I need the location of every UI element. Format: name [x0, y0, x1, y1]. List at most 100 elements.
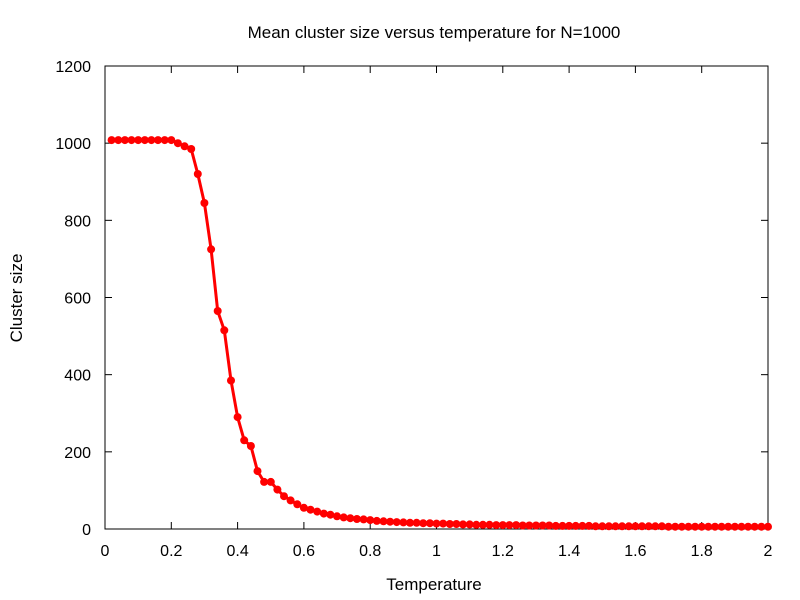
data-point: [452, 520, 461, 528]
data-point: [512, 521, 521, 530]
data-point: [280, 492, 288, 501]
data-point: [333, 512, 341, 521]
data-point: [571, 521, 580, 530]
data-point: [737, 522, 746, 531]
data-point: [478, 520, 487, 529]
data-point: [445, 520, 454, 528]
data-point: [664, 522, 673, 531]
data-point: [134, 136, 143, 145]
data-point: [525, 521, 534, 530]
data-point: [644, 522, 653, 531]
data-point: [591, 522, 600, 531]
y-tick-label: 600: [64, 291, 91, 308]
series-line: [111, 138, 768, 529]
data-point: [260, 477, 269, 486]
data-point: [114, 136, 123, 145]
y-axis-label: Cluster size: [7, 254, 26, 343]
data-point: [711, 522, 719, 531]
data-point: [585, 521, 593, 530]
data-point: [472, 520, 481, 529]
data-point: [293, 500, 302, 509]
data-point: [419, 519, 428, 528]
data-point: [299, 503, 308, 512]
data-point: [545, 521, 554, 530]
plot-frame: [104, 65, 769, 530]
data-point: [286, 496, 295, 505]
data-point: [485, 520, 494, 529]
data-point: [346, 514, 355, 523]
chart-title: Mean cluster size versus temperature for…: [248, 23, 621, 42]
x-tick-label: 0: [101, 543, 110, 560]
x-tick-label: 1: [432, 543, 441, 560]
data-point: [551, 521, 560, 530]
data-point: [366, 516, 375, 525]
data-point: [730, 522, 739, 531]
x-tick-label: 0.8: [359, 543, 381, 560]
data-point: [120, 136, 129, 145]
data-point: [604, 522, 613, 531]
data-point: [465, 520, 474, 529]
x-tick-label: 1.8: [691, 543, 713, 560]
data-point: [750, 522, 759, 531]
data-point: [651, 522, 660, 531]
data-point: [180, 142, 189, 151]
data-point: [432, 519, 441, 528]
data-point: [757, 522, 766, 531]
data-point: [233, 413, 242, 422]
data-point: [558, 521, 567, 530]
data-point: [565, 521, 574, 530]
x-tick-label: 1.4: [558, 543, 580, 560]
x-axis-label: Temperature: [386, 575, 481, 594]
data-point: [425, 519, 434, 528]
data-point: [173, 139, 182, 148]
data-point: [691, 522, 700, 531]
data-point: [406, 518, 414, 527]
y-axis: 0 200 400 600 800 1000 1200: [55, 59, 768, 539]
data-point: [246, 442, 255, 450]
data-point: [697, 522, 706, 531]
data-point: [200, 199, 209, 207]
data-point: [207, 245, 216, 254]
data-point: [744, 522, 753, 531]
data-point: [598, 522, 607, 531]
data-point: [684, 522, 693, 531]
y-tick-label: 1200: [55, 59, 91, 76]
x-tick-label: 1.6: [624, 543, 646, 560]
y-tick-label: 200: [64, 445, 91, 462]
data-point: [439, 519, 448, 528]
data-point: [764, 522, 772, 531]
data-point: [578, 521, 587, 530]
data-point: [319, 509, 328, 518]
data-point: [412, 518, 421, 527]
x-axis: 0 0.2 0.4 0.6 0.8 1 1.2 1.4 1.6 1.8 2: [101, 66, 773, 560]
data-point: [532, 521, 540, 530]
data-point: [618, 522, 627, 531]
data-point: [359, 515, 368, 524]
data-point: [704, 522, 713, 531]
x-tick-label: 0.4: [226, 543, 248, 560]
data-point: [107, 136, 116, 145]
data-point: [167, 136, 176, 145]
data-point: [717, 522, 726, 531]
data-point: [631, 522, 640, 531]
data-point: [227, 376, 235, 385]
y-tick-label: 0: [82, 522, 91, 539]
data-point: [193, 170, 202, 178]
data-point: [306, 505, 315, 514]
x-tick-label: 2: [764, 543, 773, 560]
data-point: [240, 436, 249, 445]
data-point: [624, 522, 633, 531]
data-point: [538, 521, 547, 530]
data-point: [459, 520, 467, 529]
data-point: [220, 326, 229, 335]
data-point: [147, 136, 156, 145]
data-point: [140, 136, 149, 145]
data-point: [266, 477, 275, 486]
data-point: [372, 516, 381, 525]
data-point: [313, 507, 322, 516]
x-tick-label: 0.6: [293, 543, 315, 560]
data-point: [326, 510, 335, 519]
data-point: [339, 513, 348, 522]
data-point: [505, 521, 514, 530]
